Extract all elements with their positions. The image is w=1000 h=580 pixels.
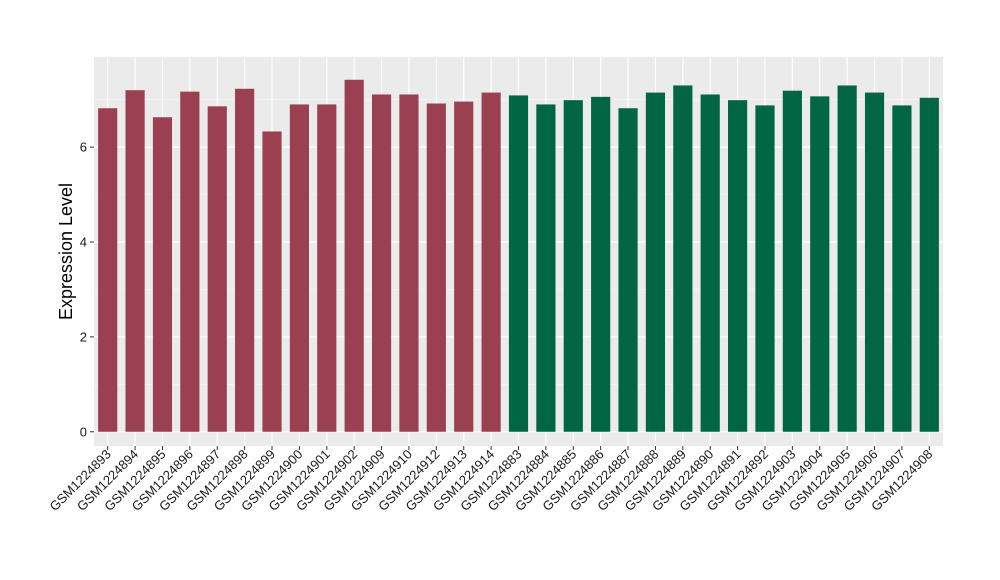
y-tick-label: 2 xyxy=(80,329,87,344)
y-tick-label: 6 xyxy=(80,140,87,155)
y-tick-label: 4 xyxy=(80,235,87,250)
bar xyxy=(755,105,775,432)
bar xyxy=(125,90,145,432)
bar xyxy=(207,106,227,432)
bar xyxy=(454,101,474,432)
bar xyxy=(673,85,693,432)
bar xyxy=(536,104,556,432)
bar xyxy=(317,104,337,432)
y-axis: 0 2 4 6 xyxy=(80,140,94,439)
bar xyxy=(399,94,419,432)
bar xyxy=(892,105,912,432)
bar xyxy=(563,100,583,432)
bar xyxy=(782,90,802,432)
y-tick-label: 0 xyxy=(80,424,87,439)
bar xyxy=(235,88,255,432)
y-axis-title: Expression Level xyxy=(56,183,76,320)
bar xyxy=(152,117,173,432)
bar xyxy=(508,95,529,432)
bar xyxy=(98,108,118,432)
bar xyxy=(180,91,200,432)
bar xyxy=(728,100,748,432)
bar xyxy=(481,92,501,432)
bar xyxy=(810,96,830,432)
x-axis: GSM1224893GSM1224894GSM1224895GSM1224896… xyxy=(46,446,935,514)
bar xyxy=(837,85,857,432)
bar xyxy=(700,94,720,432)
bar xyxy=(289,104,309,432)
bar xyxy=(645,92,666,432)
bar xyxy=(344,79,364,432)
bar xyxy=(262,131,282,432)
bar xyxy=(919,97,939,432)
bar xyxy=(371,94,392,432)
bar xyxy=(618,108,638,432)
bar xyxy=(864,92,885,432)
bar xyxy=(426,103,446,432)
bar-group xyxy=(98,79,939,432)
bar xyxy=(591,96,611,432)
